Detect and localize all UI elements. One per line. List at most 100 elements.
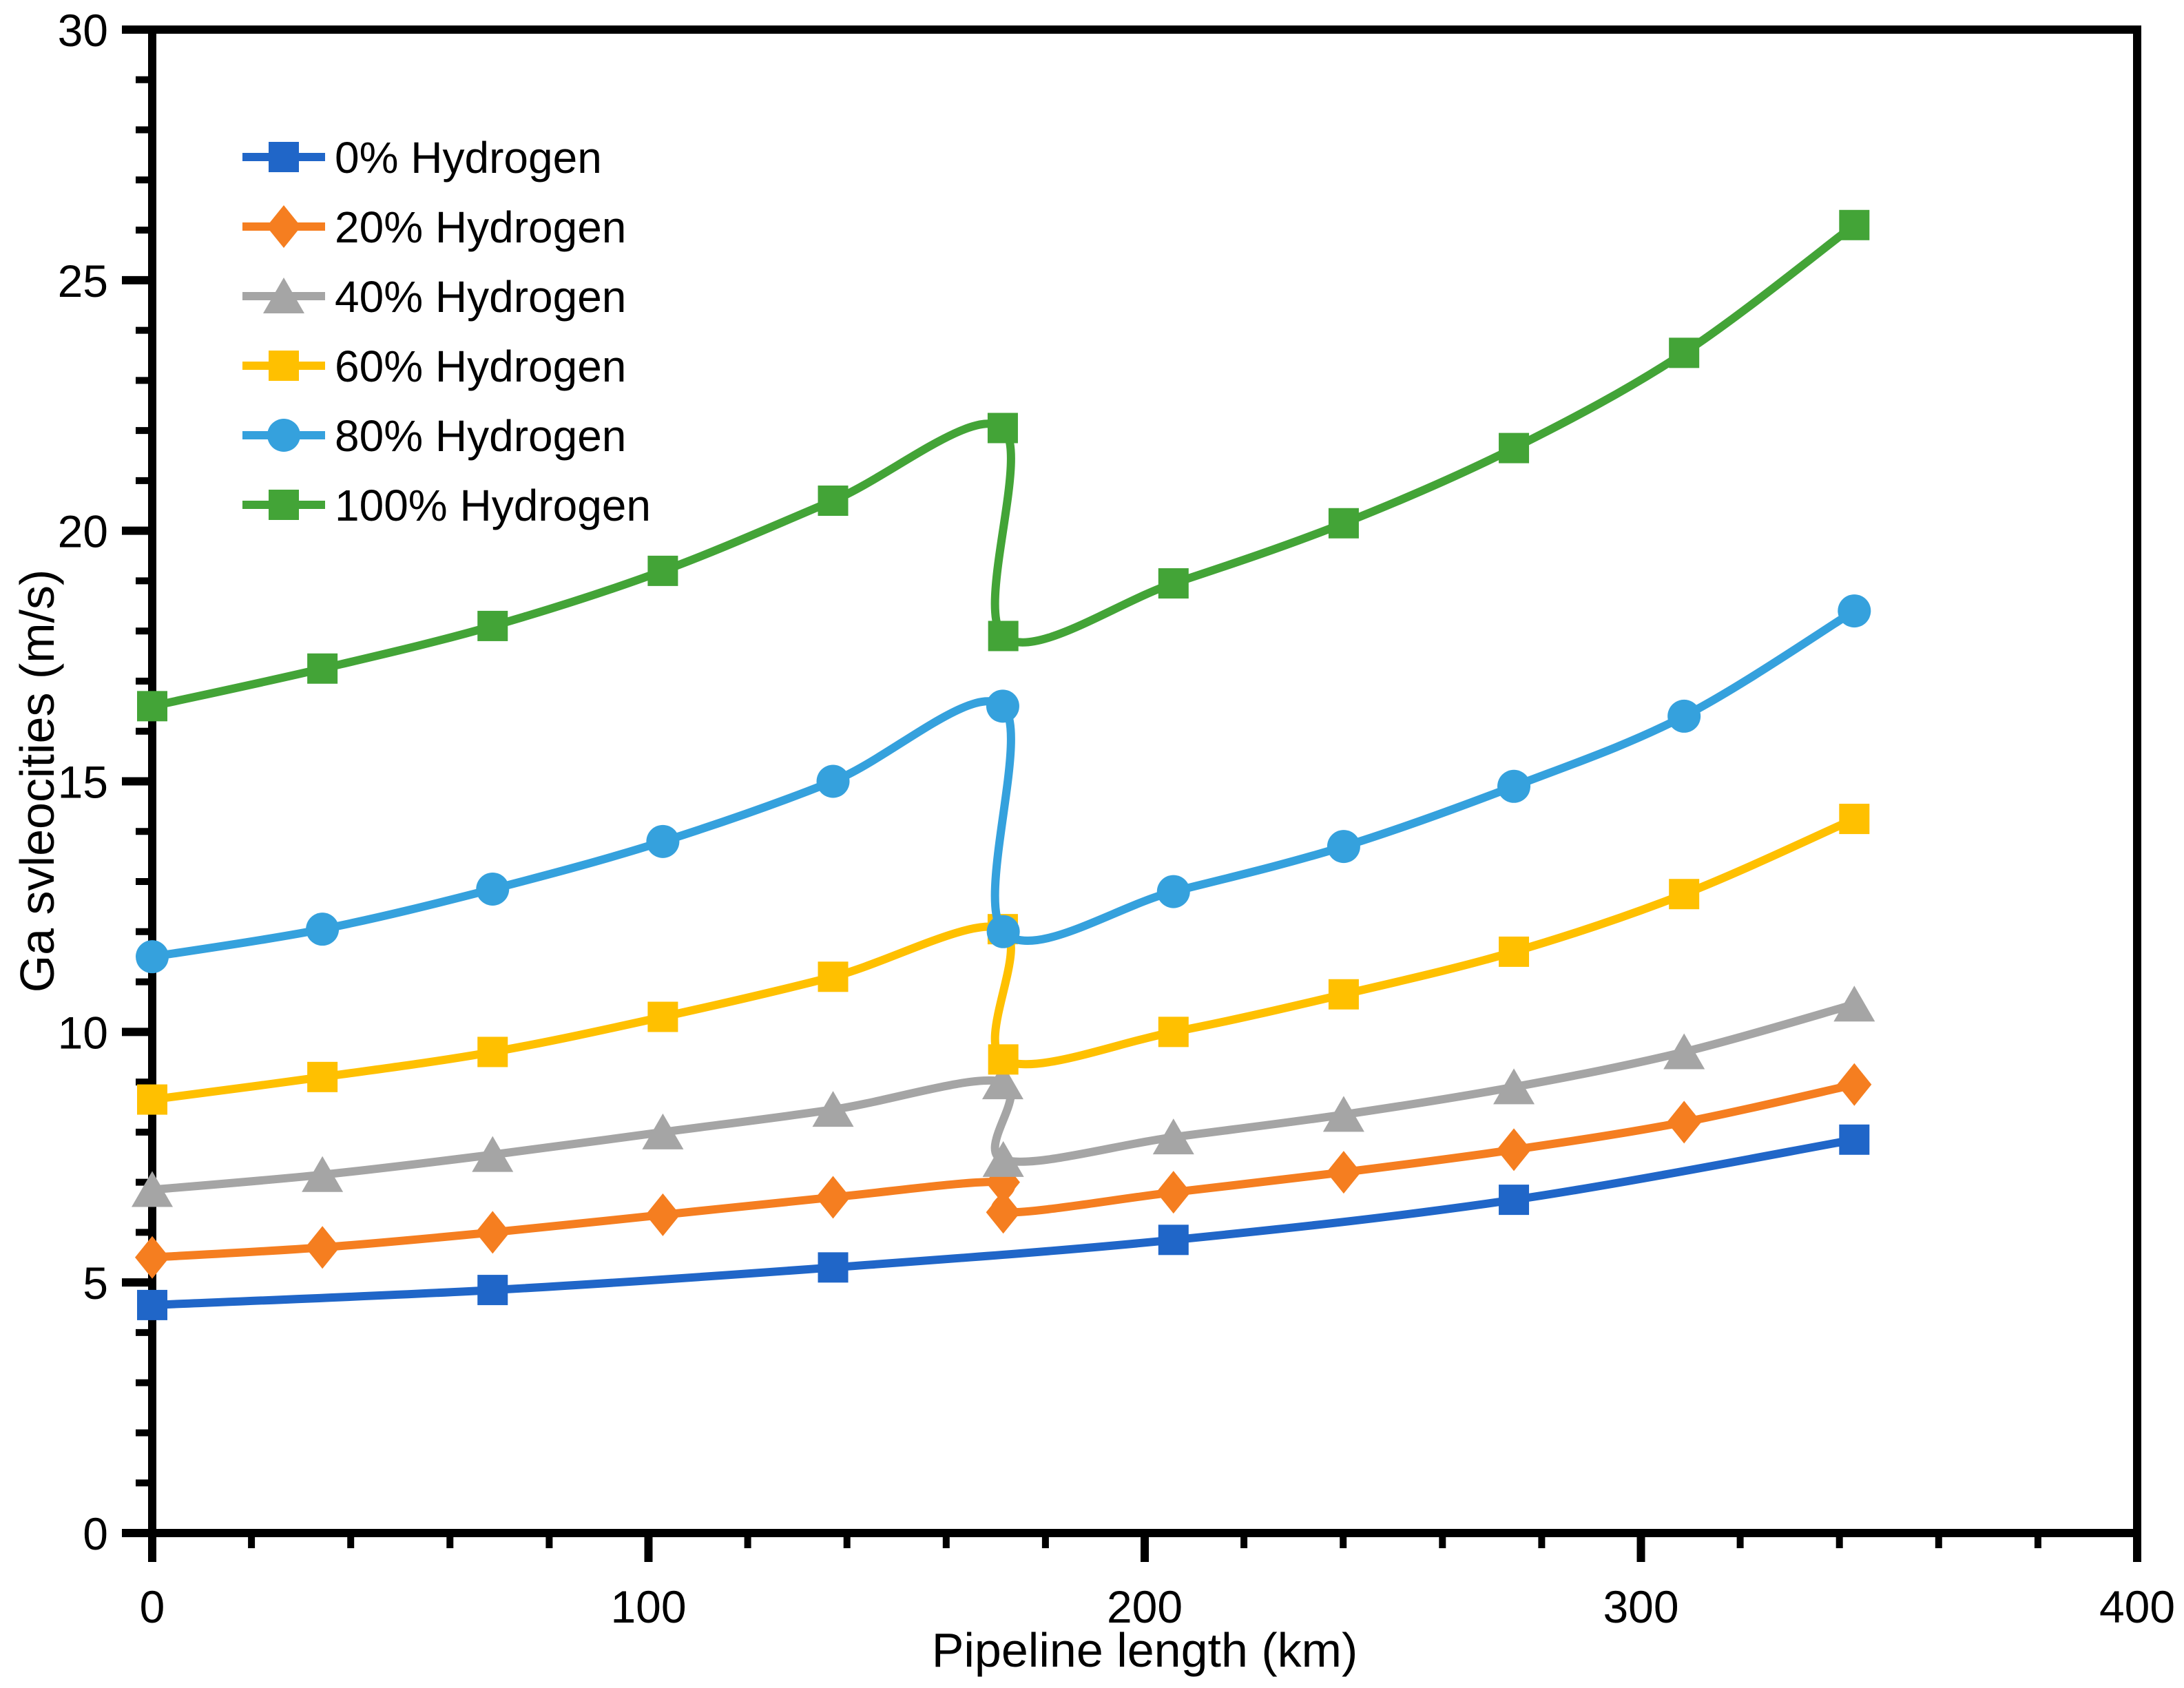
square-marker bbox=[818, 1252, 849, 1283]
x-axis-title: Pipeline length (km) bbox=[932, 1623, 1358, 1677]
series-20-hydrogen bbox=[135, 1063, 1872, 1279]
square-marker bbox=[1158, 568, 1189, 599]
circle-marker bbox=[1156, 875, 1190, 908]
square-marker bbox=[137, 691, 167, 722]
x-tick-label: 300 bbox=[1603, 1581, 1678, 1632]
series-60-hydrogen bbox=[137, 804, 1870, 1115]
series-line bbox=[148, 1135, 1859, 1309]
square-marker bbox=[1499, 433, 1530, 463]
triangle-marker bbox=[302, 1156, 344, 1192]
series-line bbox=[148, 607, 1859, 961]
square-marker bbox=[647, 1001, 678, 1032]
diamond-marker bbox=[1837, 1063, 1872, 1106]
legend-item: 80% Hydrogen bbox=[242, 411, 626, 461]
triangle-marker bbox=[1152, 1118, 1194, 1155]
plot-area bbox=[148, 25, 2141, 1537]
square-marker bbox=[1158, 1017, 1189, 1048]
diamond-marker bbox=[135, 1236, 169, 1279]
square-marker bbox=[307, 653, 338, 684]
diamond-marker bbox=[1667, 1101, 1702, 1144]
square-marker bbox=[988, 621, 1019, 652]
circle-marker bbox=[986, 915, 1020, 948]
legend-item: 0% Hydrogen bbox=[242, 133, 602, 183]
y-tick-label: 20 bbox=[58, 506, 108, 557]
square-marker bbox=[1328, 979, 1359, 1010]
series-line bbox=[148, 1000, 1859, 1194]
square-marker bbox=[647, 555, 678, 586]
square-marker bbox=[1839, 1124, 1870, 1155]
axis-ticks bbox=[122, 25, 2141, 1562]
legend-item: 100% Hydrogen bbox=[242, 481, 651, 530]
legend: 0% Hydrogen 20% Hydrogen 40% Hydrogen 60% H… bbox=[242, 133, 651, 530]
legend-label: 0% Hydrogen bbox=[335, 133, 602, 183]
square-marker bbox=[988, 1044, 1019, 1075]
triangle-marker bbox=[812, 1091, 854, 1127]
series-40-hydrogen bbox=[132, 986, 1875, 1207]
series-80-hydrogen bbox=[136, 594, 1871, 974]
square-marker bbox=[1499, 936, 1530, 967]
diamond-marker bbox=[1497, 1128, 1532, 1171]
y-tick-label: 15 bbox=[58, 757, 108, 808]
y-tick-label: 25 bbox=[58, 256, 108, 306]
square-marker bbox=[307, 1061, 338, 1092]
square-marker bbox=[269, 142, 299, 172]
diamond-marker bbox=[1326, 1151, 1361, 1194]
square-marker bbox=[1499, 1185, 1530, 1216]
circle-marker bbox=[476, 872, 510, 906]
square-marker bbox=[137, 1084, 167, 1115]
circle-marker bbox=[306, 913, 340, 946]
y-axis-title: Ga svleocities (m/s) bbox=[10, 570, 64, 993]
square-marker bbox=[1839, 804, 1870, 835]
triangle-marker bbox=[472, 1136, 514, 1172]
square-marker bbox=[1328, 508, 1359, 539]
square-marker bbox=[137, 1289, 167, 1320]
y-tick-label: 30 bbox=[58, 5, 108, 56]
legend-label: 60% Hydrogen bbox=[335, 342, 626, 391]
y-tick-label: 10 bbox=[58, 1007, 108, 1058]
diamond-marker bbox=[1156, 1171, 1191, 1214]
circle-marker bbox=[1497, 769, 1531, 803]
plot-border bbox=[148, 25, 2141, 1537]
square-marker bbox=[1158, 1225, 1189, 1255]
triangle-marker bbox=[1833, 986, 1875, 1022]
triangle-marker bbox=[981, 1063, 1023, 1100]
circle-marker bbox=[986, 689, 1019, 723]
square-marker bbox=[818, 486, 849, 517]
circle-marker bbox=[1327, 830, 1360, 864]
circle-marker bbox=[1667, 699, 1701, 733]
square-marker bbox=[818, 961, 849, 992]
square-marker bbox=[477, 610, 508, 641]
square-marker bbox=[1839, 209, 1870, 240]
square-marker bbox=[477, 1275, 508, 1306]
square-marker bbox=[269, 351, 299, 381]
triangle-marker bbox=[263, 278, 304, 313]
triangle-marker bbox=[982, 1140, 1024, 1177]
circle-marker bbox=[816, 764, 850, 798]
series-0-hydrogen bbox=[137, 1124, 1870, 1320]
legend-item: 60% Hydrogen bbox=[242, 342, 626, 391]
diamond-marker bbox=[645, 1193, 680, 1236]
triangle-marker bbox=[642, 1113, 684, 1149]
square-marker bbox=[987, 413, 1018, 444]
legend-label: 80% Hydrogen bbox=[335, 411, 626, 461]
diamond-marker bbox=[815, 1176, 851, 1219]
legend-label: 40% Hydrogen bbox=[335, 272, 626, 322]
square-marker bbox=[1669, 337, 1700, 368]
legend-item: 40% Hydrogen bbox=[242, 272, 626, 322]
y-tick-label: 0 bbox=[83, 1508, 108, 1559]
circle-marker bbox=[646, 824, 680, 858]
square-marker bbox=[1669, 879, 1700, 910]
series-100-hydrogen bbox=[137, 209, 1870, 722]
legend-item: 20% Hydrogen bbox=[242, 202, 626, 252]
square-marker bbox=[269, 490, 299, 520]
x-tick-label: 200 bbox=[1107, 1581, 1183, 1632]
series-layer bbox=[132, 209, 1875, 1320]
legend-label: 20% Hydrogen bbox=[335, 202, 626, 252]
circle-marker bbox=[136, 940, 169, 974]
x-tick-label: 400 bbox=[2099, 1581, 2175, 1632]
y-tick-label: 5 bbox=[83, 1258, 108, 1309]
diamond-marker bbox=[475, 1211, 510, 1254]
diamond-marker bbox=[305, 1226, 340, 1269]
axis-tick-labels: 0 100 200 300 400 0 5 10 15 20 25 30 bbox=[58, 5, 2175, 1632]
